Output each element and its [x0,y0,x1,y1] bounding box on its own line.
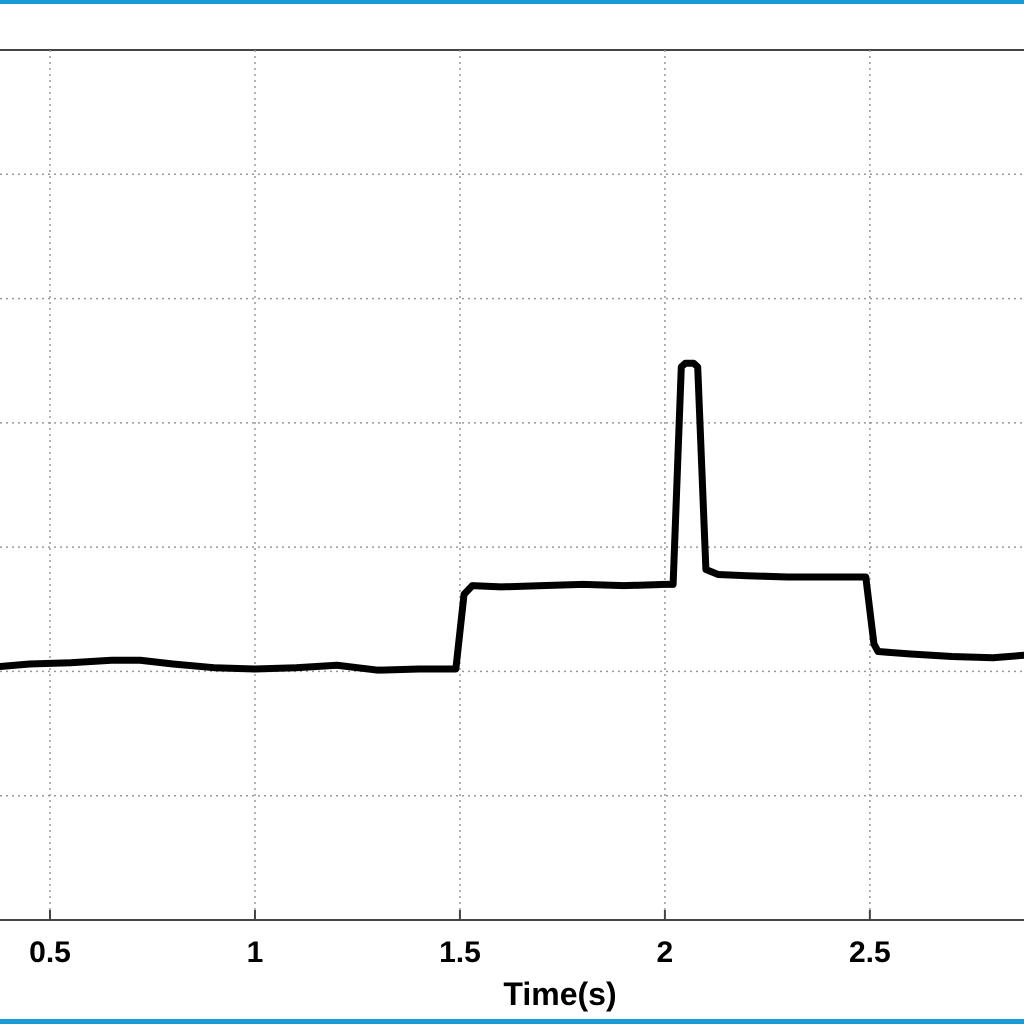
x-tick-label: 2.5 [849,936,891,969]
data-line [0,359,1024,674]
x-tick-label: 1.5 [439,936,481,969]
top-border [0,0,1024,4]
x-axis-label: Time(s) [503,976,616,1012]
x-tick-label: 2 [657,936,674,969]
x-tick-label: 1 [247,936,264,969]
x-tick-label: 0.5 [29,936,71,969]
bottom-border [0,1019,1024,1024]
